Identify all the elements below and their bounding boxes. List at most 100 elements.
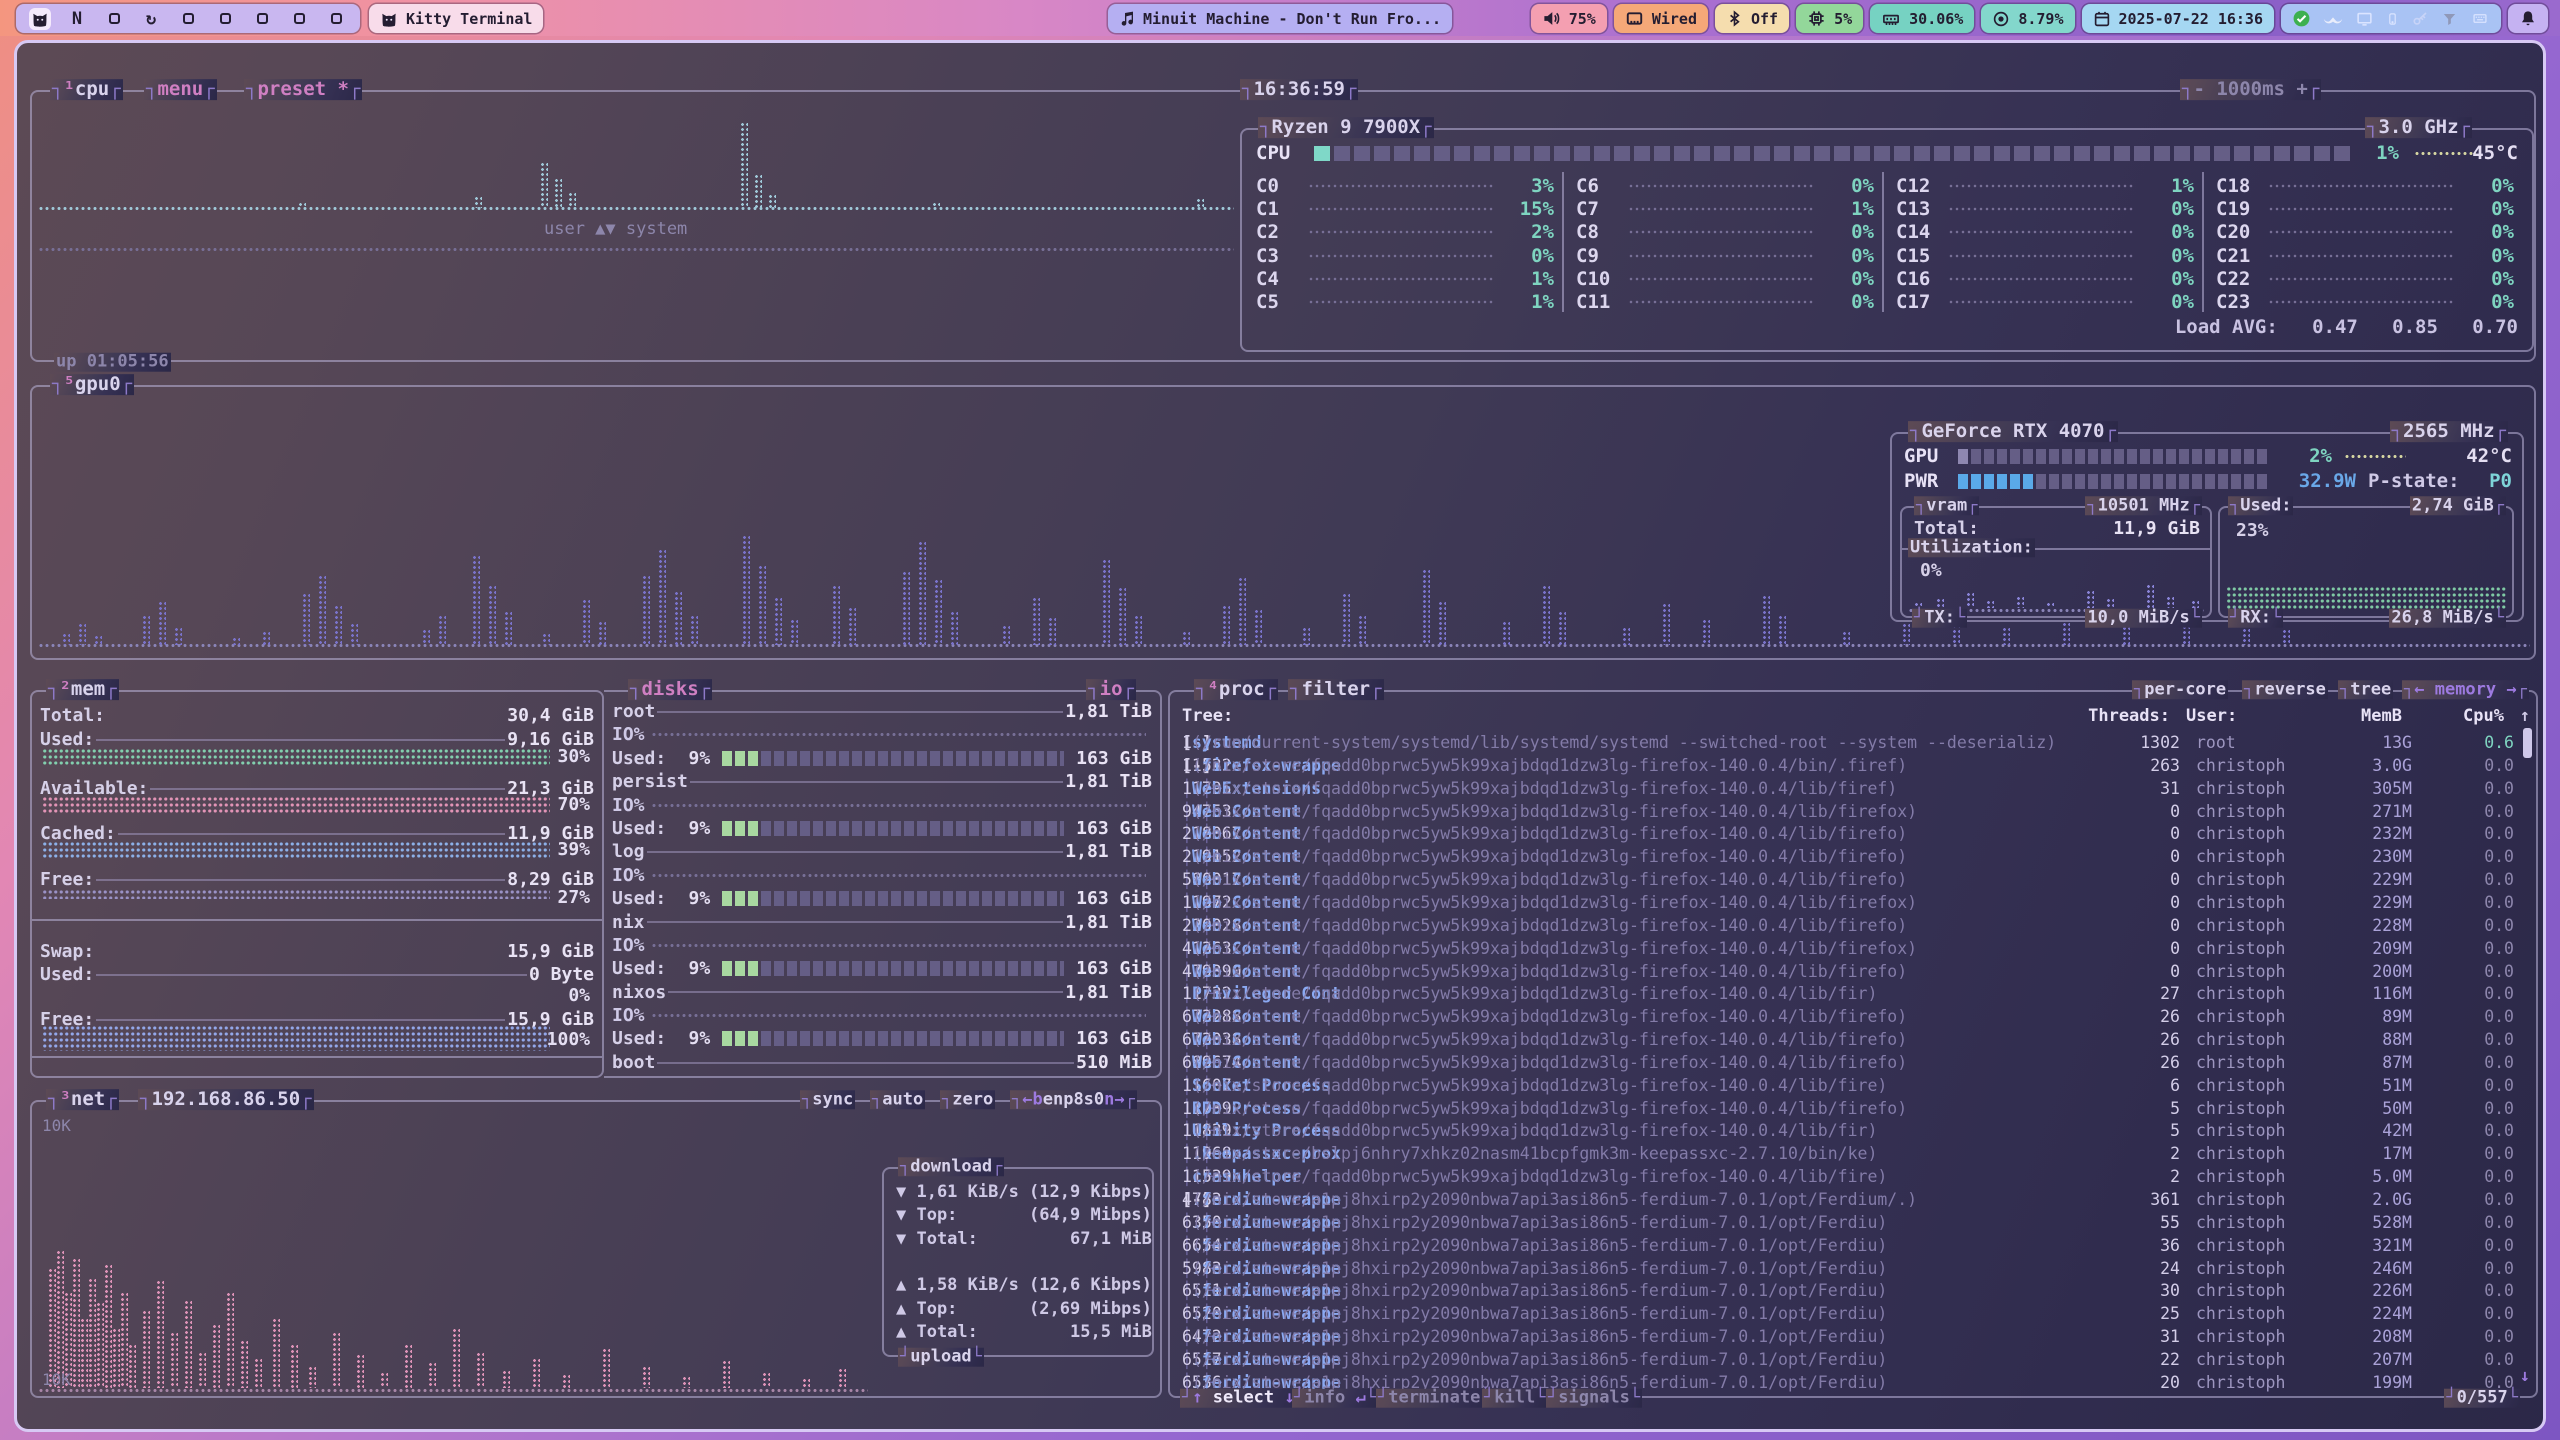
update-interval-control[interactable]: ┐- 1000ms +┌ <box>2180 78 2322 101</box>
process-row[interactable]: │ ├─ 6536 .ferdium-wrappe (/nix/store/a1… <box>1182 1372 2514 1392</box>
process-panel-title[interactable]: ┐⁴proc┌ <box>1194 678 1279 701</box>
status-chip-network[interactable]: Wired <box>1613 4 1708 33</box>
process-row[interactable]: │ ├─ 11739 RDD Process (/nix/store/fqadd… <box>1182 1098 2514 1118</box>
filter-button[interactable]: ┐filter┌ <box>1288 678 1384 701</box>
select-button[interactable]: ┘↑ select ↓└ <box>1180 1389 1307 1408</box>
process-row[interactable]: │ ├─ 689674 Web Content (/nix/store/fqad… <box>1182 1052 2514 1072</box>
media-player-chip[interactable]: Minuit Machine - Don't Run Fro... <box>1107 4 1453 33</box>
process-row[interactable]: │ ├─ 6511 .ferdium-wrappe (/nix/store/a1… <box>1182 1281 2514 1301</box>
status-chip-memory-usage[interactable]: 30.06% <box>1870 4 1975 33</box>
core-row: C3 0% <box>1256 244 1554 267</box>
disks-panel-title[interactable]: ┐disks┌ <box>628 678 713 701</box>
core-row: C14 0% <box>1896 221 2194 244</box>
info-button[interactable]: ┘info ↵└ <box>1292 1388 1378 1409</box>
per-core-toggle[interactable]: ┐per-core <box>2132 679 2229 700</box>
process-row[interactable]: │ ├─ 479390 Web Content (/nix/store/fqad… <box>1182 961 2514 981</box>
status-chip-clock[interactable]: 2025-07-22 16:36 <box>2081 4 2274 33</box>
proc-header-memb[interactable]: MemB <box>2361 706 2402 726</box>
process-row[interactable]: │ ├─ 6350 .ferdium-wrappe (/nix/store/a1… <box>1182 1212 2514 1232</box>
gpu-panel-title[interactable]: ┐⁵gpu0┌ <box>50 373 135 396</box>
workspace-item[interactable] <box>29 7 51 30</box>
workspace-item[interactable]: ↻ <box>140 8 162 30</box>
notifications-chip[interactable] <box>2508 4 2548 33</box>
bluetooth-icon <box>1726 9 1743 28</box>
network-panel-title[interactable]: ┐³net┌ <box>46 1088 119 1111</box>
scrollbar-thumb[interactable] <box>2523 728 2532 758</box>
process-row[interactable]: │ ├─ 220028 Web Content (/nix/store/fqad… <box>1182 915 2514 935</box>
status-chip-cpu-usage[interactable]: 5% <box>1796 4 1864 33</box>
status-bar: N ↻ Kitty Terminal Minuit Machine - Don't… <box>0 0 2560 36</box>
scroll-down-icon[interactable]: ↓ <box>2519 1366 2530 1386</box>
mem-divider <box>32 1056 602 1058</box>
net-stats-box: ┐download┌ ▼ 1,61 KiB/s (12,9 Kibps) ▼ To… <box>882 1157 1154 1367</box>
proc-header-threads[interactable]: Threads: <box>2088 706 2170 726</box>
process-list: [-]- 1 systemd (/run/current-system/syste… <box>1170 692 2536 1396</box>
cpu-panel-title[interactable]: ┐¹cpu┌ <box>50 78 123 101</box>
status-chip-bluetooth[interactable]: Off <box>1715 4 1790 33</box>
process-row[interactable]: │ ├─ 218067 Web Content (/nix/store/fqad… <box>1182 824 2514 844</box>
system-tray[interactable] <box>2281 4 2501 33</box>
process-row[interactable]: │ ├─ 6520 .ferdium-wrappe (/nix/store/a1… <box>1182 1304 2514 1324</box>
process-row[interactable]: │ ├─ 94753 Web Content (/nix/store/fqadd… <box>1182 801 2514 821</box>
disks-io-toggle[interactable]: ┐io┌ <box>1086 678 1136 701</box>
process-row[interactable]: │ ├─ 11839 Utility Process (/nix/store/f… <box>1182 1121 2514 1141</box>
process-row[interactable]: │ ├─ 11968 .keepassxc-prox (/nix/store/b… <box>1182 1144 2514 1164</box>
mem-row: Used: 9,16 GiB <box>40 729 594 750</box>
net-zero-toggle[interactable]: ┐zero <box>940 1089 996 1110</box>
process-row[interactable]: │ ├─ 673038 Web Content (/nix/store/fqad… <box>1182 1030 2514 1050</box>
window-title-chip[interactable]: Kitty Terminal <box>369 4 544 33</box>
sort-column-switcher[interactable]: ┐← memory →┌ <box>2402 679 2529 700</box>
window-icon <box>2355 10 2374 27</box>
preset-button[interactable]: ┐preset *┌ <box>244 78 363 101</box>
process-row[interactable]: │ ├─ 11795 WebExtensions (/nix/store/fqa… <box>1182 778 2514 798</box>
process-row[interactable]: │ ├─ 11607 Socket Process (/nix/store/fq… <box>1182 1075 2514 1095</box>
process-row[interactable]: │ └─ 11539 crashhelper (/nix/store/fqadd… <box>1182 1167 2514 1187</box>
net-auto-toggle[interactable]: ┐auto <box>870 1089 926 1110</box>
process-row[interactable]: │ ├─ 219152 Web Content (/nix/store/fqad… <box>1182 847 2514 867</box>
kill-button[interactable]: ┘kill└ <box>1482 1388 1548 1409</box>
terminate-button[interactable]: ┘terminate└ <box>1376 1389 1493 1408</box>
process-row[interactable]: │ ├─ 6654 .ferdium-wrappe (/nix/store/a1… <box>1182 1235 2514 1255</box>
process-row[interactable]: │ ├─ 41363 Web Content (/nix/store/fqadd… <box>1182 938 2514 958</box>
workspace-item[interactable]: N <box>66 8 88 30</box>
net-sync-toggle[interactable]: ┐sync <box>800 1089 856 1110</box>
menu-button[interactable]: ┐menu┌ <box>144 78 217 101</box>
proc-header-tree[interactable]: Tree: <box>1182 706 1234 726</box>
workspace-item[interactable] <box>288 8 310 30</box>
process-row[interactable]: [-]~ 4783 .ferdium-wrappe (/nix/store/a1p… <box>1182 1190 2514 1209</box>
status-chip-disk-usage[interactable]: 8.79% <box>1981 4 2075 33</box>
gpu-pstate-label: P-state: <box>2368 470 2460 492</box>
workspace-item[interactable] <box>251 8 273 30</box>
net-interface-switcher[interactable]: ┐←benp8s0n→┌ <box>1010 1089 1137 1110</box>
memory-panel-title[interactable]: ┐²mem┌ <box>46 678 119 701</box>
proc-header-user[interactable]: User: <box>2186 706 2238 726</box>
vram-used-box: ┐Used: 2,74 GiB┌ 23% ┘RX:└ 26,8 MiB/s└ <box>2218 496 2514 628</box>
process-row[interactable]: │ ├─ 11732 Privileged Cont (/nix/store/f… <box>1182 984 2514 1004</box>
signals-button[interactable]: ┘signals└ <box>1546 1388 1643 1409</box>
square-icon <box>256 13 268 24</box>
process-row[interactable]: │ ├─ 673288 Web Content (/nix/store/fqad… <box>1182 1007 2514 1027</box>
reverse-toggle[interactable]: ┐reverse <box>2242 679 2328 700</box>
process-row[interactable]: [-]- 11532 .firefox-wrappe (/nix/store/fq… <box>1182 755 2514 775</box>
workspace-item[interactable] <box>214 8 236 30</box>
tree-toggle[interactable]: ┐tree <box>2338 679 2394 700</box>
process-row[interactable]: [-]- 1 systemd (/run/current-system/syste… <box>1182 733 2514 752</box>
status-chip-volume[interactable]: 75% <box>1530 4 1607 33</box>
proc-header-cpu[interactable]: Cpu% <box>2463 706 2504 726</box>
workspace-item[interactable] <box>103 8 125 30</box>
scroll-up-icon[interactable]: ↑ <box>2519 706 2530 726</box>
ram-icon <box>1881 10 1901 28</box>
workspace-item[interactable] <box>177 8 199 30</box>
vram-total-label: Total: <box>1914 518 1980 539</box>
mem-row: Used: 0 Byte <box>40 964 594 985</box>
process-row[interactable]: │ ├─ 5983 .ferdium-wrappe (/nix/store/a1… <box>1182 1258 2514 1278</box>
process-row[interactable]: │ ├─ 6472 .ferdium-wrappe (/nix/store/a1… <box>1182 1327 2514 1347</box>
disk-row: log 1,81 TiB <box>612 841 1152 863</box>
cat-icon <box>380 10 398 28</box>
process-row[interactable]: │ ├─ 580017 Web Content (/nix/store/fqad… <box>1182 870 2514 890</box>
process-row[interactable]: │ ├─ 11972 Web Content (/nix/store/fqadd… <box>1182 892 2514 912</box>
workspace-item[interactable] <box>325 8 347 30</box>
core-row: C12 1% <box>1896 174 2194 197</box>
workspace-switcher[interactable]: N ↻ <box>16 4 360 33</box>
process-row[interactable]: │ ├─ 6517 .ferdium-wrappe (/nix/store/a1… <box>1182 1349 2514 1369</box>
